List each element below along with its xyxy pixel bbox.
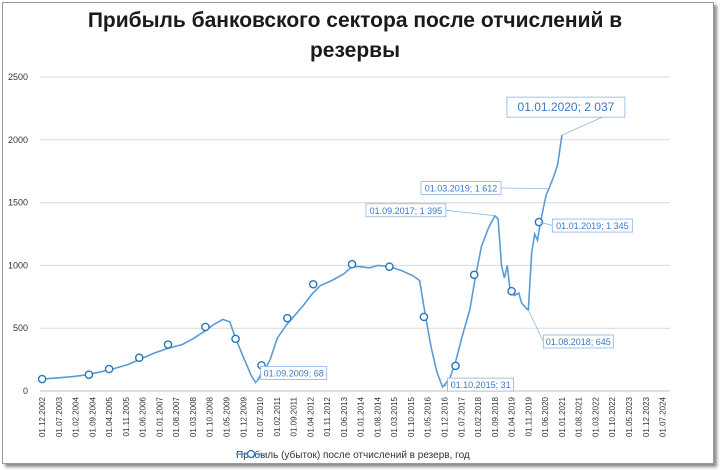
y-tick-label: 1000 xyxy=(8,260,28,270)
x-tick-label: 01.08.2014 xyxy=(373,396,382,437)
callout-label: 01.08.2018; 645 xyxy=(546,337,611,347)
series-markers xyxy=(37,217,544,384)
x-tick-label: 01.12.2016 xyxy=(441,396,450,437)
x-tick-label: 01.06.2013 xyxy=(340,396,349,437)
x-tick-label: 01.05.2023 xyxy=(625,396,634,437)
chart-frame xyxy=(2,2,714,464)
x-tick-label: 01.12.2002 xyxy=(38,396,47,437)
data-point-marker xyxy=(231,334,240,344)
x-tick-label: 01.07.2010 xyxy=(256,396,265,437)
x-tick-label: 01.11.2005 xyxy=(122,396,131,436)
callout-label: 01.10.2015; 31 xyxy=(451,380,511,390)
x-tick-label: 01.01.2007 xyxy=(155,396,164,437)
data-point-marker xyxy=(308,279,318,289)
callout-box xyxy=(420,181,502,195)
x-tick-label: 01.01.2014 xyxy=(357,396,366,437)
callout-leader xyxy=(445,209,495,217)
x-tick-label: 01.07.2017 xyxy=(457,396,466,437)
callout-label: 01.01.2020; 2 037 xyxy=(518,100,615,114)
x-tick-label: 01.09.2011 xyxy=(290,396,299,436)
data-point-marker xyxy=(283,313,292,323)
x-tick-label: 01.07.2003 xyxy=(55,396,64,437)
data-point-marker xyxy=(201,322,210,332)
y-tick-label: 2000 xyxy=(8,135,28,145)
x-tick-label: 01.03.2008 xyxy=(189,396,198,437)
x-tick-label: 01.12.2009 xyxy=(239,396,248,437)
data-point-marker xyxy=(507,286,516,296)
x-tick-label: 01.08.2007 xyxy=(172,396,181,437)
data-point-marker xyxy=(385,262,394,271)
x-tick-label: 01.03.2015 xyxy=(390,396,399,437)
x-tick-label: 01.10.2015 xyxy=(407,396,416,437)
data-point-marker xyxy=(163,340,173,349)
data-point-marker xyxy=(104,364,114,374)
data-point-marker xyxy=(451,361,460,371)
x-tick-label: 01.10.2022 xyxy=(608,396,617,437)
x-tick-label: 01.08.2021 xyxy=(575,396,584,437)
series-line xyxy=(42,135,563,389)
callout-box xyxy=(542,334,614,349)
callout-label: 01.03.2019; 1 612 xyxy=(425,184,498,194)
x-tick-label: 01.11.2019 xyxy=(524,396,533,436)
x-tick-label: 01.06.2020 xyxy=(541,396,550,437)
callout-leader xyxy=(540,221,553,226)
callout-box xyxy=(447,377,515,392)
x-tick-label: 01.07.2024 xyxy=(659,396,668,437)
callout-box xyxy=(365,203,447,218)
y-tick-label: 0 xyxy=(23,386,28,396)
chart-title: Прибыль банковского сектора после отчисл… xyxy=(87,9,623,62)
legend-label: Прибыль (убыток) после отчислений в резе… xyxy=(236,449,470,461)
data-point-marker xyxy=(347,259,357,269)
x-tick-label: 01.03.2022 xyxy=(591,396,600,437)
y-axis-ticks: 0 500 1000 1500 2000 2500 xyxy=(8,72,28,396)
callout-leader xyxy=(500,187,549,189)
x-tick-label: 01.10.2008 xyxy=(206,396,215,437)
x-tick-label: 01.09.2018 xyxy=(491,396,500,437)
data-point-marker xyxy=(419,312,429,322)
callout-box xyxy=(551,218,633,233)
data-point-marker xyxy=(534,217,544,227)
x-tick-label: 01.02.2011 xyxy=(273,396,282,436)
x-tick-label: 01.01.2021 xyxy=(558,396,567,437)
legend: Прибыль (убыток) после отчислений в резе… xyxy=(236,448,470,462)
x-axis-ticks: 01.12.2002 01.07.2003 01.02.2004 01.09.2004… xyxy=(38,396,668,437)
x-tick-label: 01.02.2004 xyxy=(72,396,81,437)
x-tick-label: 01.04.2019 xyxy=(508,396,517,437)
legend-swatch xyxy=(236,449,266,459)
x-tick-label: 01.06.2006 xyxy=(139,396,148,437)
callout-leader xyxy=(442,384,448,388)
x-tick-label: 01.05.2009 xyxy=(222,396,231,437)
x-tick-label: 01.12.2023 xyxy=(642,396,651,437)
x-tick-label: 01.09.2004 xyxy=(88,396,97,437)
callout-label: 01.09.2009; 68 xyxy=(264,368,324,378)
callout-label: 01.01.2019; 1 345 xyxy=(556,221,629,231)
y-tick-label: 2500 xyxy=(8,72,28,82)
callout-box xyxy=(260,366,328,380)
data-point-marker xyxy=(469,270,479,280)
callout-label: 01.09.2017; 1 395 xyxy=(370,206,443,216)
x-tick-label: 01.05.2016 xyxy=(424,396,433,437)
x-tick-label: 01.04.2012 xyxy=(306,396,315,437)
data-callouts: 01.01.2020; 2 037 01.03.2019; 1 612 01.09.… xyxy=(255,96,633,392)
data-point-marker xyxy=(134,353,144,363)
callout-leader xyxy=(255,372,262,383)
x-tick-label: 01.04.2005 xyxy=(105,396,114,437)
x-tick-label: 01.02.2018 xyxy=(474,396,483,437)
x-tick-label: 01.11.2012 xyxy=(323,396,332,436)
callout-leader xyxy=(527,309,544,342)
callout-box xyxy=(506,96,626,118)
data-point-marker xyxy=(37,374,47,384)
y-tick-label: 500 xyxy=(13,323,28,333)
data-point-marker xyxy=(84,370,94,379)
y-tick-label: 1500 xyxy=(8,198,28,208)
